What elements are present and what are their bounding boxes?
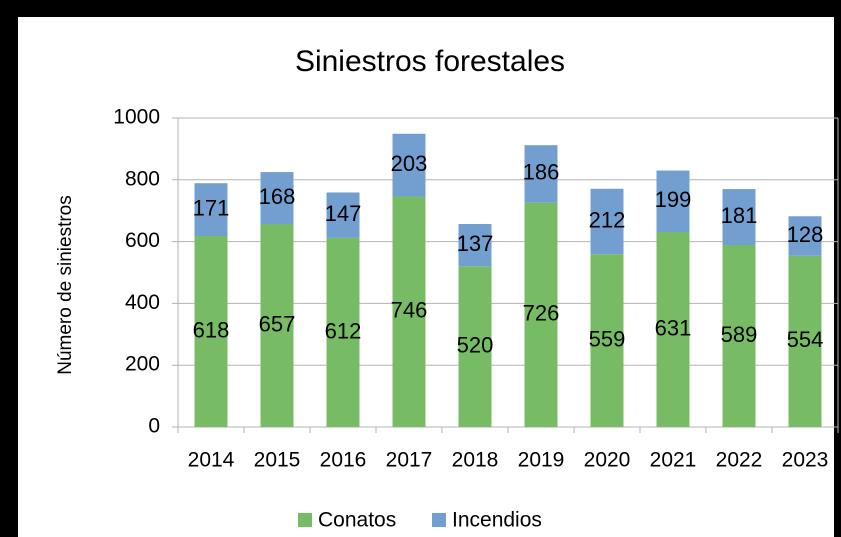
- bar-segment: [656, 232, 690, 427]
- y-tick-label: 800: [125, 167, 160, 190]
- y-tick-label: 0: [148, 415, 160, 438]
- data-label: 128: [787, 222, 824, 247]
- data-label: 589: [721, 322, 758, 347]
- data-label: 137: [457, 231, 494, 256]
- y-tick-label: 600: [125, 229, 160, 252]
- data-label: 186: [523, 160, 560, 185]
- data-label: 612: [325, 318, 362, 343]
- data-label: 657: [259, 311, 296, 336]
- x-tick-label: 2023: [782, 449, 829, 472]
- x-tick-label: 2016: [320, 449, 367, 472]
- data-label: 147: [325, 201, 362, 226]
- data-label: 618: [193, 317, 230, 342]
- bar-segment: [392, 196, 426, 427]
- x-tick-label: 2014: [188, 449, 235, 472]
- x-tick-label: 2019: [518, 449, 565, 472]
- data-label: 168: [259, 184, 296, 209]
- data-label: 559: [589, 326, 626, 351]
- y-tick-label: 1000: [113, 106, 160, 129]
- data-label: 171: [193, 195, 230, 220]
- background: [18, 17, 834, 537]
- x-tick-label: 2017: [386, 449, 433, 472]
- y-tick-label: 200: [125, 353, 160, 376]
- y-axis-label: Número de siniestros: [55, 195, 76, 375]
- bar-segment: [524, 202, 558, 427]
- data-label: 726: [523, 301, 560, 326]
- legend-swatch: [432, 513, 446, 527]
- data-label: 212: [589, 207, 626, 232]
- bar-segment: [524, 145, 558, 203]
- bar-segment: [788, 255, 822, 427]
- data-label: 181: [721, 203, 758, 228]
- bar-segment: [458, 223, 492, 267]
- x-tick-label: 2015: [254, 449, 301, 472]
- bar-segment: [458, 266, 492, 427]
- bar-segment: [590, 254, 624, 427]
- data-label: 631: [655, 315, 692, 340]
- data-label: 746: [391, 298, 428, 323]
- bar-segment: [788, 216, 822, 256]
- bar-segment: [722, 189, 756, 245]
- data-label: 203: [391, 151, 428, 176]
- bar-segment: [260, 223, 294, 427]
- data-label: 520: [457, 332, 494, 357]
- x-tick-label: 2020: [584, 449, 631, 472]
- legend-label: Conatos: [318, 509, 396, 532]
- x-tick-label: 2018: [452, 449, 499, 472]
- bar-segment: [722, 244, 756, 427]
- bar-segment: [260, 172, 294, 224]
- x-tick-label: 2021: [650, 449, 697, 472]
- bar-segment: [590, 188, 624, 255]
- y-tick-label: 400: [125, 291, 160, 314]
- chart-title: Siniestros forestales: [295, 45, 565, 78]
- data-label: 554: [787, 327, 824, 352]
- bar-segment: [194, 236, 228, 427]
- bar-segment: [392, 133, 426, 197]
- legend-label: Incendios: [452, 509, 542, 532]
- legend-swatch: [298, 513, 312, 527]
- x-tick-label: 2022: [716, 449, 763, 472]
- bar-segment: [194, 183, 228, 237]
- bar-segment: [326, 237, 360, 427]
- bar-segment: [656, 170, 690, 233]
- data-label: 199: [655, 187, 692, 212]
- bar-segment: [326, 192, 360, 238]
